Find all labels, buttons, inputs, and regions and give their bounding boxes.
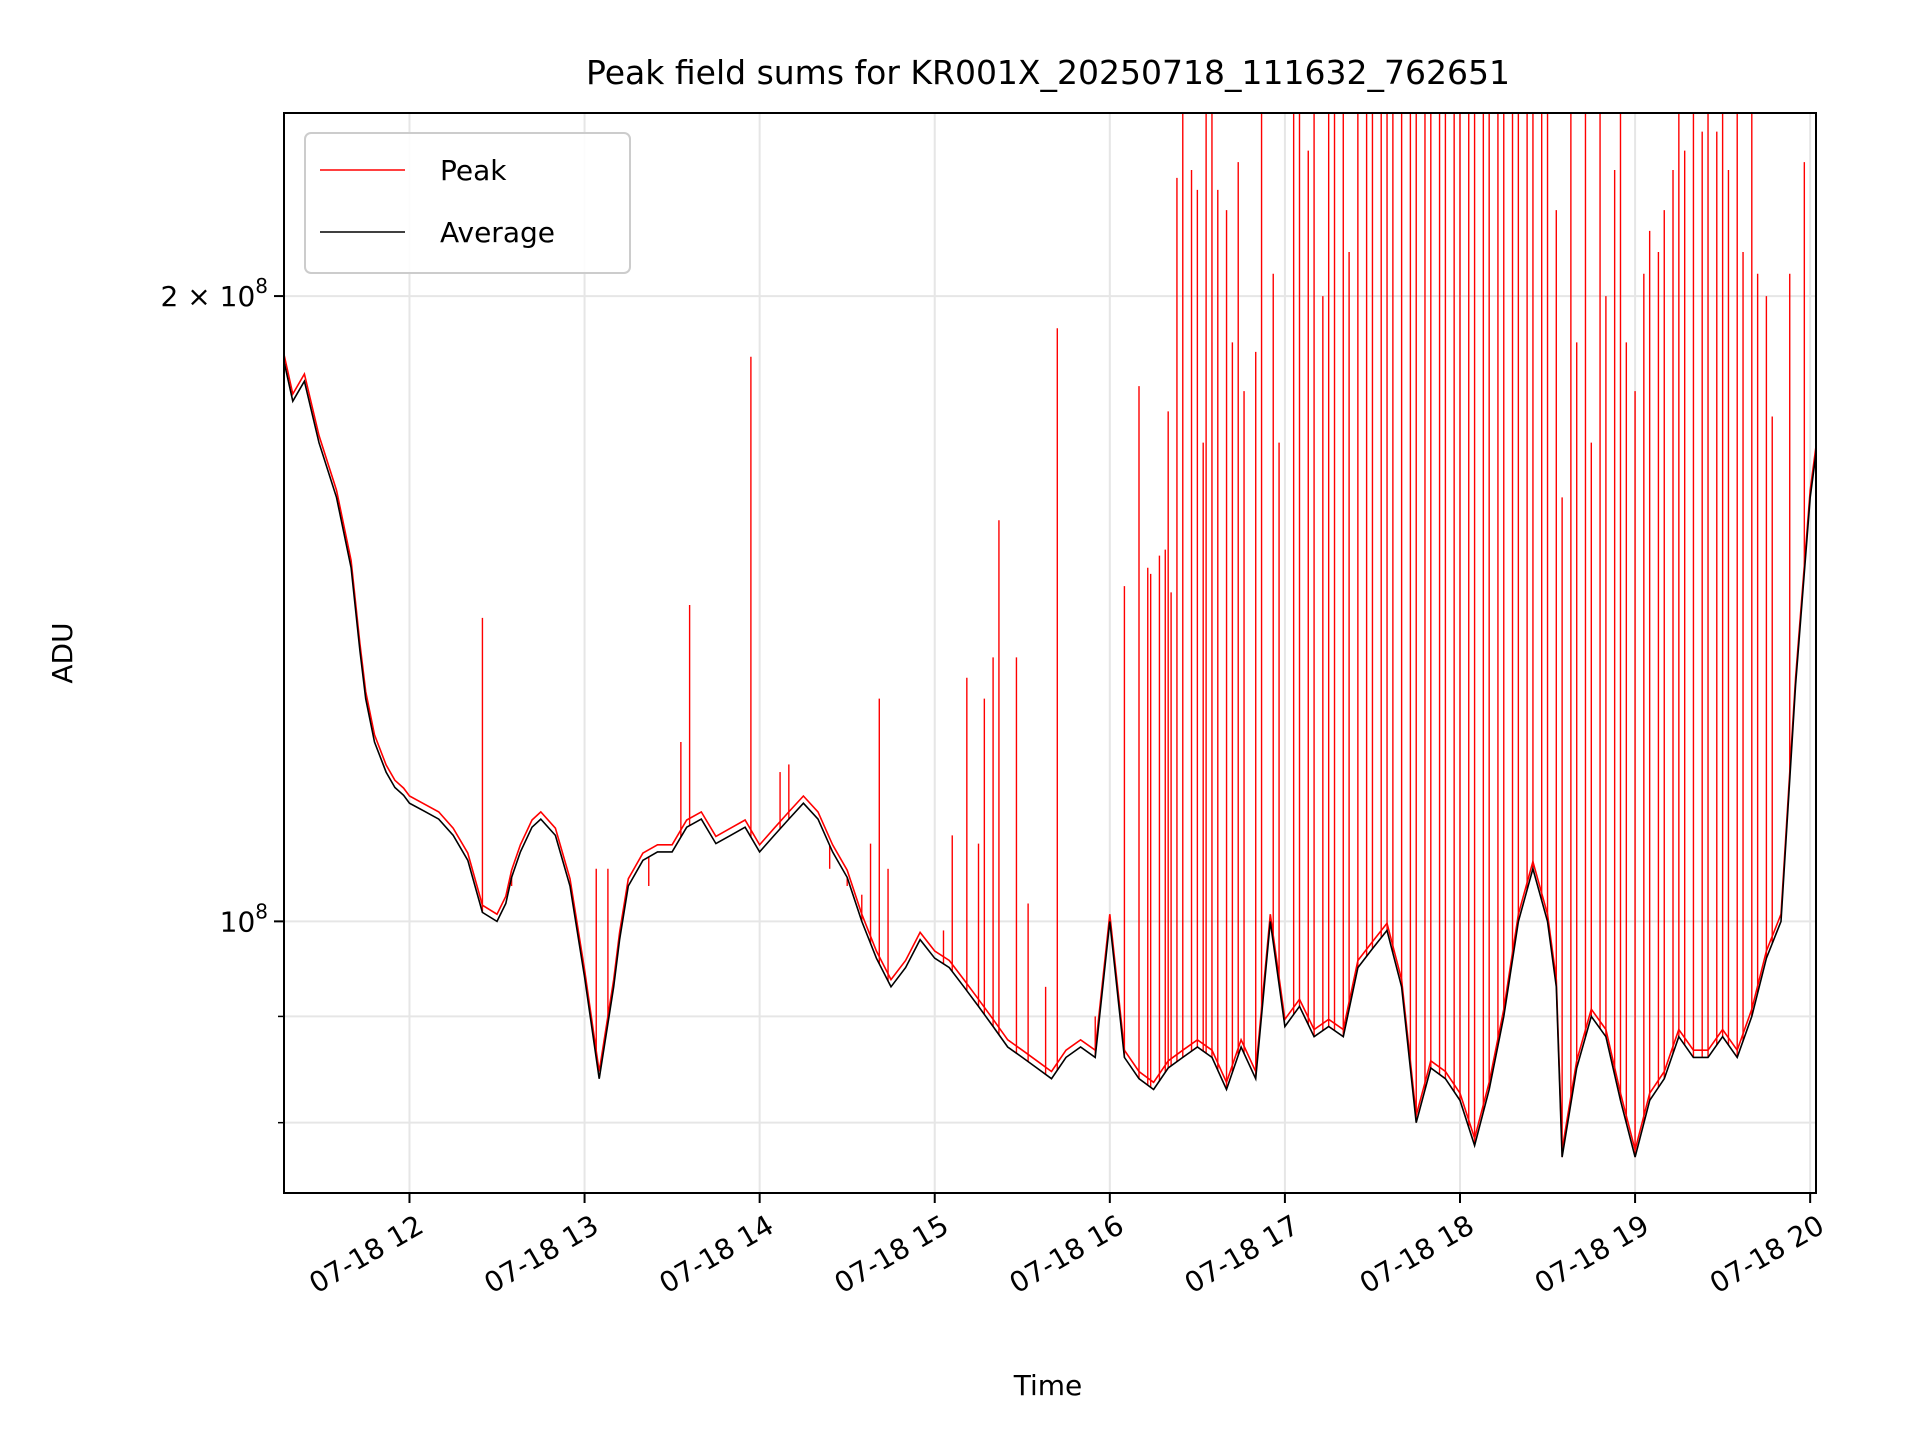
legend: Peak Average xyxy=(304,132,631,274)
axes-frame xyxy=(283,112,1817,1194)
plot-area xyxy=(283,113,1817,1158)
grid-lines xyxy=(284,113,1816,1193)
y-tick-label: 108 xyxy=(220,899,268,938)
legend-label-peak: Peak xyxy=(440,154,507,187)
legend-label-average: Average xyxy=(440,216,555,249)
y-axis-label: ADU xyxy=(46,622,79,683)
chart-title: Peak field sums for KR001X_20250718_1116… xyxy=(586,53,1510,92)
x-axis-label: Time xyxy=(1013,1369,1083,1402)
y-tick-label: 2 × 108 xyxy=(161,274,268,313)
legend-box xyxy=(304,132,631,274)
average-series-line xyxy=(283,361,1817,1158)
